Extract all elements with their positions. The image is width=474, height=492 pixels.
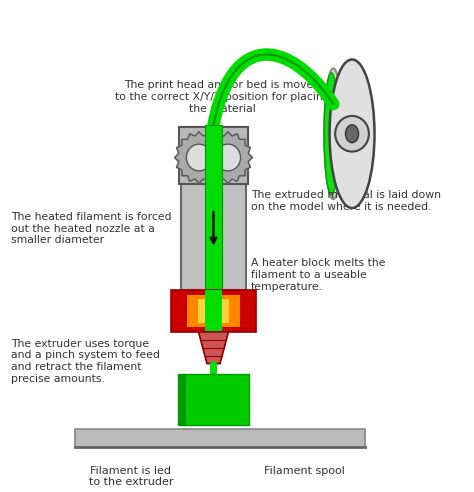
Ellipse shape [324, 73, 339, 195]
Text: The heated filament is forced
out the heated nozzle at a
smaller diameter: The heated filament is forced out the he… [11, 212, 172, 245]
Text: A heater block melts the
filament to a useable
temperature.: A heater block melts the filament to a u… [251, 258, 385, 292]
Bar [171, 290, 255, 332]
Text: The extruder uses torque
and a pinch system to feed
and retract the filament
pre: The extruder uses torque and a pinch sys… [11, 339, 160, 384]
Bar [198, 300, 228, 323]
Text: The extruded material is laid down
on the model where it is needed.: The extruded material is laid down on th… [251, 190, 441, 212]
Ellipse shape [346, 125, 359, 143]
Bar [75, 429, 365, 447]
Polygon shape [203, 132, 252, 184]
Polygon shape [175, 132, 223, 184]
Bar [186, 295, 240, 327]
Bar [178, 373, 249, 425]
Circle shape [186, 144, 212, 171]
Text: The print head and/or bed is moved
to the correct X/Y/Z position for placing
the: The print head and/or bed is moved to th… [115, 80, 329, 114]
Polygon shape [199, 332, 228, 364]
Bar [205, 127, 222, 290]
Ellipse shape [335, 116, 369, 152]
Bar [179, 127, 248, 184]
Bar [181, 127, 246, 290]
Text: Filament spool: Filament spool [264, 465, 345, 475]
Ellipse shape [324, 68, 342, 199]
Bar [205, 125, 222, 292]
Bar [205, 290, 222, 332]
Bar [178, 373, 186, 425]
Circle shape [215, 144, 240, 171]
Ellipse shape [329, 60, 374, 208]
Text: Filament is led
to the extruder: Filament is led to the extruder [89, 465, 173, 487]
